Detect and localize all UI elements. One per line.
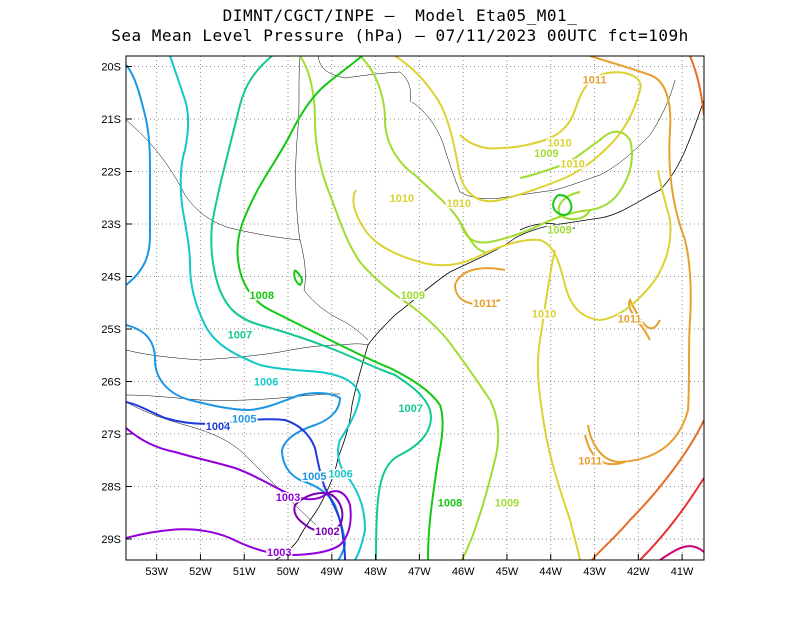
y-axis: 20S 21S 22S 23S 24S 25S 26S 27S 28S 29S bbox=[101, 62, 132, 546]
contour-label-1003: 1003 bbox=[267, 547, 291, 559]
isobar-1003 bbox=[126, 427, 352, 557]
contour-label-1007: 1007 bbox=[228, 329, 252, 341]
contour-label-1009: 1009 bbox=[534, 148, 558, 160]
isobar-1014 bbox=[659, 545, 704, 560]
y-tick-label: 27S bbox=[101, 429, 121, 441]
x-tick-label: 44W bbox=[539, 566, 562, 578]
x-tick-label: 53W bbox=[145, 566, 168, 578]
contour-lines bbox=[126, 56, 704, 560]
y-tick-label: 23S bbox=[101, 219, 121, 231]
contour-label-1010: 1010 bbox=[532, 308, 556, 320]
x-tick-label: 51W bbox=[233, 566, 256, 578]
x-tick-label: 45W bbox=[496, 566, 519, 578]
x-tick-label: 43W bbox=[583, 566, 606, 578]
x-tick-label: 41W bbox=[671, 566, 694, 578]
contour-label-1010: 1010 bbox=[547, 138, 571, 150]
contour-label-1010: 1010 bbox=[447, 198, 471, 210]
x-tick-label: 48W bbox=[364, 566, 387, 578]
contour-label-1002: 1002 bbox=[315, 526, 339, 538]
isobar-1008b bbox=[293, 269, 304, 287]
y-tick-label: 29S bbox=[101, 534, 121, 546]
x-tick-label: 50W bbox=[277, 566, 300, 578]
isobar-1009b bbox=[459, 130, 631, 253]
contour-label-1010: 1010 bbox=[560, 159, 584, 171]
y-tick-label: 24S bbox=[101, 272, 121, 284]
y-tick-label: 28S bbox=[101, 482, 121, 494]
contour-label-1009: 1009 bbox=[401, 290, 425, 302]
contour-label-1008: 1008 bbox=[438, 497, 462, 509]
isobar-1011d bbox=[584, 434, 626, 466]
isobar-1009a bbox=[359, 56, 633, 244]
isobar-1010 bbox=[352, 56, 672, 560]
x-tick-label: 52W bbox=[189, 566, 212, 578]
contour-label-1009: 1009 bbox=[547, 224, 571, 236]
contour-label-1004: 1004 bbox=[206, 421, 231, 433]
isobar-1012b bbox=[689, 56, 704, 116]
y-tick-label: 26S bbox=[101, 377, 121, 389]
y-tick-label: 25S bbox=[101, 324, 121, 336]
isobar-1011a bbox=[587, 56, 692, 464]
isobar-1013 bbox=[639, 477, 704, 560]
isobar-1002 bbox=[293, 492, 344, 533]
isobar-1011b bbox=[453, 267, 506, 305]
grid-lines bbox=[126, 56, 704, 560]
y-tick-label: 22S bbox=[101, 167, 121, 179]
isobar-1008c bbox=[552, 194, 573, 217]
chart-title-line-1: DIMNT/CGCT/INPE – Model Eta05_M01_ bbox=[222, 6, 578, 25]
y-tick-label: 20S bbox=[101, 62, 121, 74]
contour-label-1011: 1011 bbox=[583, 75, 607, 87]
x-tick-label: 49W bbox=[320, 566, 343, 578]
contour-label-1005: 1005 bbox=[302, 471, 326, 483]
isobar-1006 bbox=[169, 56, 367, 560]
contour-label-1005: 1005 bbox=[232, 413, 256, 425]
isobar-1004 bbox=[126, 401, 346, 560]
isobar-1011c bbox=[628, 297, 661, 341]
contour-label-1009: 1009 bbox=[495, 497, 519, 509]
contour-label-1006: 1006 bbox=[328, 468, 352, 480]
contour-label-1010: 1010 bbox=[390, 193, 414, 205]
coastline bbox=[274, 99, 704, 560]
contour-label-1008: 1008 bbox=[250, 290, 274, 302]
isobar-1012 bbox=[591, 419, 704, 560]
x-tick-label: 42W bbox=[627, 566, 650, 578]
contour-label-1011: 1011 bbox=[618, 314, 642, 326]
chart-title-line-2: Sea Mean Level Pressure (hPa) – 07/11/20… bbox=[111, 26, 689, 45]
x-tick-label: 46W bbox=[452, 566, 475, 578]
contour-label-1007: 1007 bbox=[398, 403, 422, 415]
x-tick-label: 47W bbox=[408, 566, 431, 578]
isobar-1007 bbox=[210, 56, 432, 560]
map-frame bbox=[125, 55, 705, 561]
contour-label-1006: 1006 bbox=[254, 377, 278, 389]
x-axis: 53W 52W 51W 50W 49W 48W 47W 46W 45W 44W 43W 42W 41W bbox=[145, 554, 694, 578]
isobar-1008 bbox=[236, 56, 444, 560]
y-tick-label: 21S bbox=[101, 114, 121, 126]
contour-label-1003: 1003 bbox=[276, 492, 300, 504]
contour-label-1011: 1011 bbox=[473, 298, 497, 310]
isobar-1009c bbox=[299, 56, 500, 560]
contour-label-1011: 1011 bbox=[578, 455, 602, 467]
